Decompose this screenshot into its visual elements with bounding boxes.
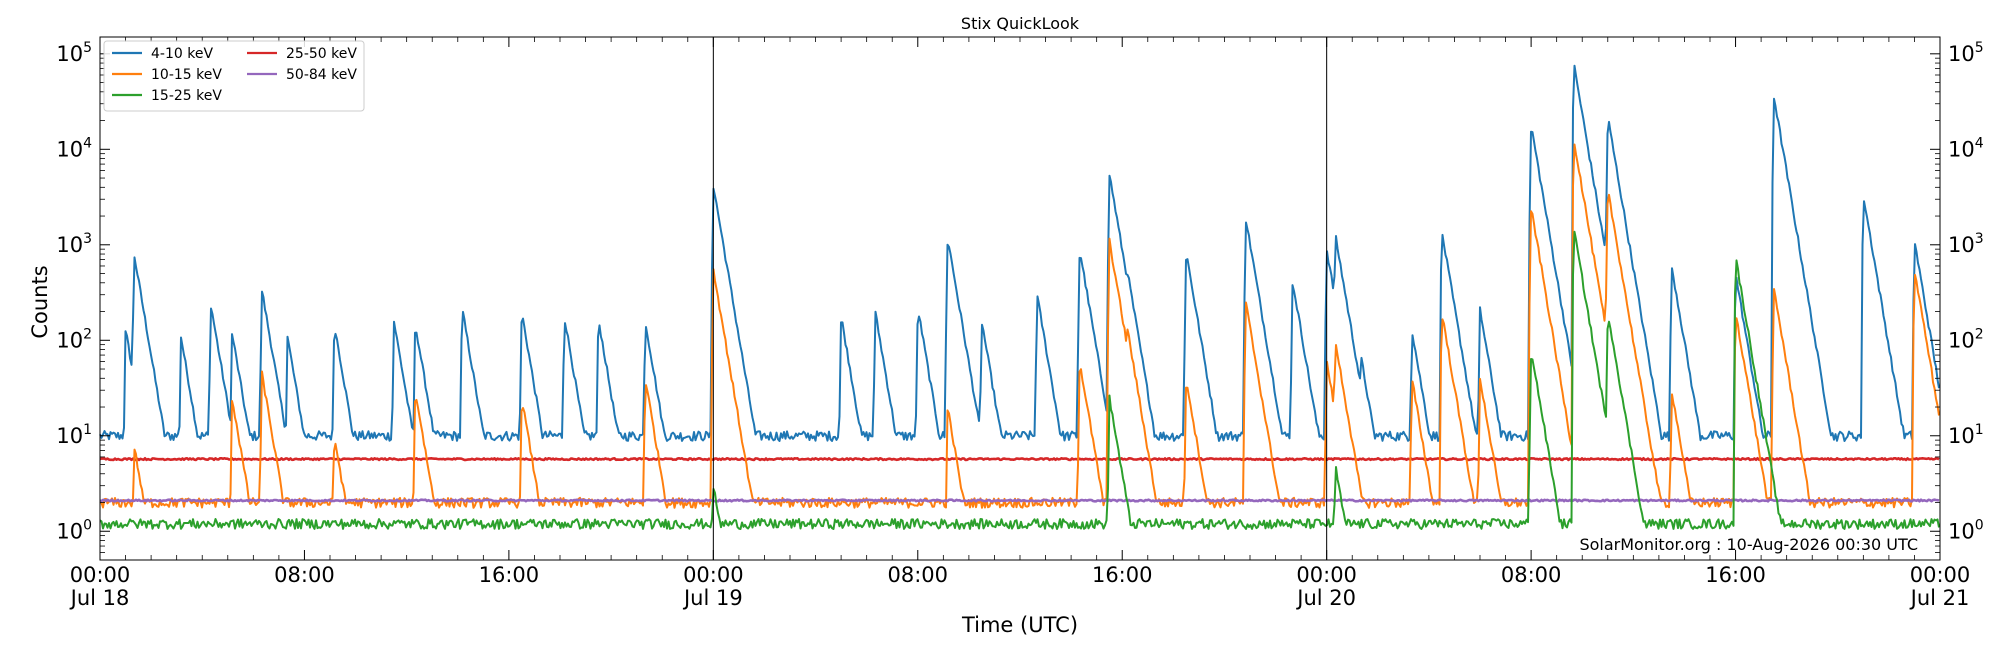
series-10-15-kev — [99, 143, 1940, 509]
y-tick-base: 10 — [56, 137, 83, 161]
plot-frame — [99, 36, 1941, 561]
legend-item-25-50-kev: 25-50 keV — [247, 46, 357, 62]
series-line-15-25-kev — [99, 230, 1940, 530]
legend-label: 4-10 keV — [151, 46, 213, 62]
legend-box — [103, 40, 365, 112]
series-4-10-kev — [99, 64, 1940, 442]
y-tick-exponent: 2 — [83, 326, 92, 342]
y-tick-label-left: 105 — [56, 40, 92, 66]
legend-label: 25-50 keV — [286, 46, 357, 62]
y-tick-base: 10 — [56, 233, 83, 257]
x-tick-label: 00:00 — [1296, 563, 1357, 587]
day-separator-layer — [712, 37, 1328, 560]
x-tick-label: 16:00 — [1705, 563, 1766, 587]
y-tick-exponent: 3 — [1975, 231, 1984, 247]
y-tick-exponent: 2 — [1975, 326, 1984, 342]
series-25-50-kev — [99, 456, 1940, 462]
chart-title: Stix QuickLook — [961, 14, 1080, 33]
x-tick-label: 08:00 — [888, 563, 949, 587]
y-tick-exponent: 0 — [83, 517, 92, 533]
source-annotation: SolarMonitor.org : 10-Aug-2026 00:30 UTC — [1579, 535, 1918, 554]
legend-item-10-15-kev: 10-15 keV — [112, 67, 222, 83]
x-tick-label: 08:00 — [1501, 563, 1562, 587]
y-tick-label-right: 103 — [1948, 231, 1984, 257]
y-tick-exponent: 1 — [83, 422, 92, 438]
series-line-10-15-kev — [99, 143, 1940, 509]
legend-item-50-84-kev: 50-84 keV — [247, 67, 357, 83]
legend-label: 50-84 keV — [286, 67, 357, 83]
y-tick-label-left: 100 — [56, 517, 92, 543]
y-tick-exponent: 4 — [83, 135, 92, 151]
x-tick-date-label: Jul 20 — [1295, 586, 1356, 610]
x-tick-label: 00:00 — [1910, 563, 1971, 587]
x-tick-date-label: Jul 19 — [682, 586, 743, 610]
y-tick-base: 10 — [56, 328, 83, 352]
y-tick-exponent: 3 — [83, 231, 92, 247]
y-tick-base: 10 — [1948, 424, 1975, 448]
series-50-84-kev — [99, 498, 1940, 503]
legend-label: 10-15 keV — [151, 67, 222, 83]
x-tick-date-label: Jul 21 — [1909, 586, 1970, 610]
x-tick-label: 16:00 — [1092, 563, 1153, 587]
y-tick-label-right: 101 — [1948, 422, 1984, 448]
legend-item-4-10-kev: 4-10 keV — [112, 46, 213, 62]
y-tick-label-right: 100 — [1948, 517, 1984, 543]
y-tick-exponent: 1 — [1975, 422, 1984, 438]
x-tick-label: 00:00 — [70, 563, 131, 587]
series-line-25-50-kev — [99, 456, 1940, 462]
x-tick-label: 08:00 — [274, 563, 335, 587]
y-tick-base: 10 — [56, 42, 83, 66]
y-tick-base: 10 — [1948, 137, 1975, 161]
y-tick-label-right: 102 — [1948, 326, 1984, 352]
y-tick-exponent: 4 — [1975, 135, 1984, 151]
x-tick-label: 00:00 — [683, 563, 744, 587]
series-layer — [99, 64, 1940, 530]
y-axis-label: Counts — [28, 265, 52, 338]
series-line-50-84-kev — [99, 498, 1940, 503]
y-tick-label-right: 105 — [1948, 40, 1984, 66]
y-tick-base: 10 — [56, 424, 83, 448]
legend-item-15-25-kev: 15-25 keV — [112, 88, 222, 104]
y-tick-exponent: 5 — [1975, 40, 1984, 56]
x-tick-date-label: Jul 18 — [69, 586, 130, 610]
y-tick-label-right: 104 — [1948, 135, 1984, 161]
y-tick-label-left: 104 — [56, 135, 92, 161]
x-tick-label: 16:00 — [479, 563, 540, 587]
legend: 4-10 keV 10-15 keV 15-25 keV 25-50 keV 50-84… — [103, 40, 365, 112]
series-15-25-kev — [99, 230, 1940, 530]
y-tick-base: 10 — [1948, 233, 1975, 257]
plot-area — [100, 37, 1940, 560]
series-line-4-10-kev — [99, 64, 1940, 442]
legend-label: 15-25 keV — [151, 88, 222, 104]
y-tick-label-left: 101 — [56, 422, 92, 448]
y-tick-base: 10 — [1948, 328, 1975, 352]
y-tick-exponent: 0 — [1975, 517, 1984, 533]
y-tick-base: 10 — [56, 519, 83, 543]
y-tick-exponent: 5 — [83, 40, 92, 56]
y-tick-base: 10 — [1948, 519, 1975, 543]
y-tick-base: 10 — [1948, 42, 1975, 66]
y-tick-label-left: 102 — [56, 326, 92, 352]
y-tick-label-left: 103 — [56, 231, 92, 257]
x-axis-label: Time (UTC) — [961, 613, 1078, 637]
